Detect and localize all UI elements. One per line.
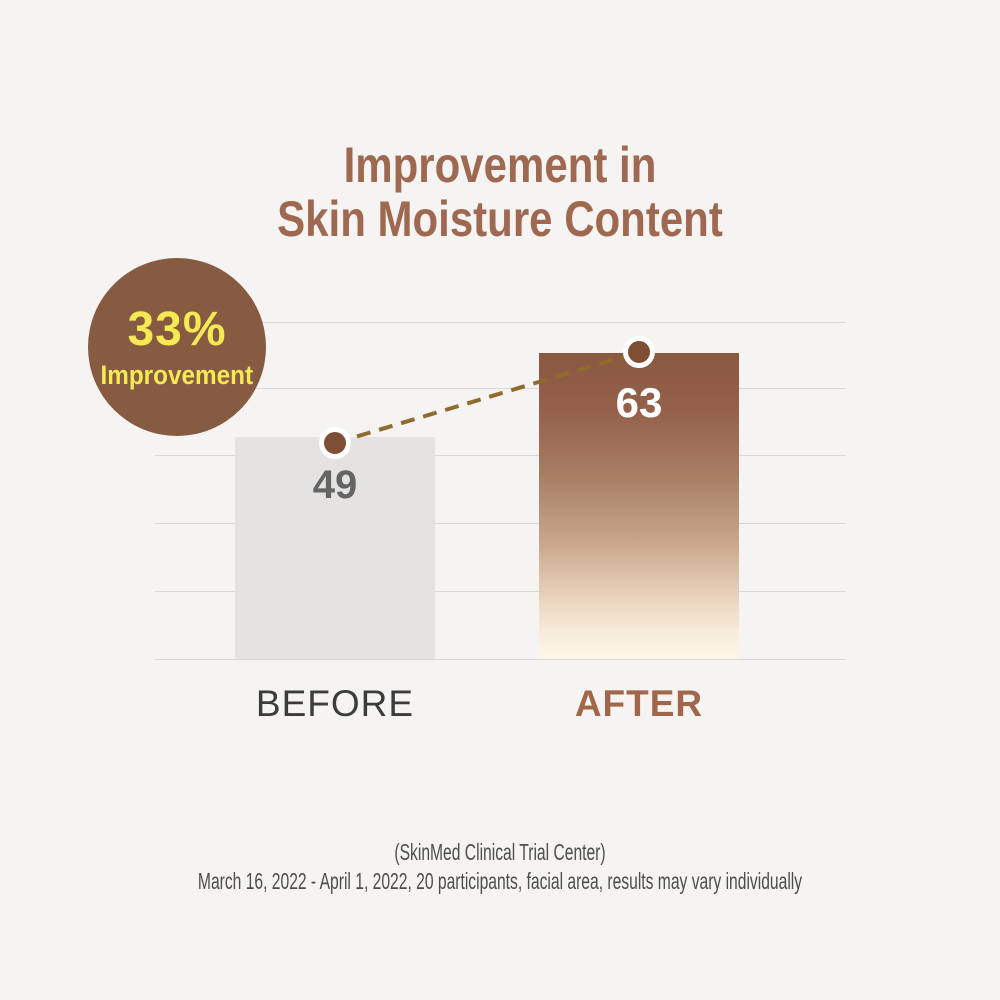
after-value: 63 bbox=[615, 379, 663, 426]
footer-details: March 16, 2022 - April 1, 2022, 20 parti… bbox=[197, 868, 803, 894]
before-label: BEFORE bbox=[255, 683, 415, 724]
gridline bbox=[155, 659, 846, 660]
before-value: 49 bbox=[312, 463, 358, 507]
badge-percent: 33% bbox=[127, 302, 227, 356]
title-line-2: Skin Moisture Content bbox=[277, 191, 723, 247]
gridline bbox=[155, 455, 846, 456]
before-marker-dot-icon bbox=[319, 427, 351, 459]
gridline bbox=[155, 322, 846, 323]
after-marker-dot-icon bbox=[623, 336, 655, 368]
gridline bbox=[155, 523, 846, 524]
badge-improvement-label: Improvement bbox=[100, 359, 254, 390]
page-title: Improvement in Skin Moisture Content bbox=[80, 138, 920, 246]
improvement-badge: 33% Improvement bbox=[88, 258, 266, 436]
after-label: AFTER bbox=[574, 683, 704, 724]
footer-source: (SkinMed Clinical Trial Center) bbox=[394, 839, 606, 865]
title-line-1: Improvement in bbox=[343, 137, 657, 193]
gridline bbox=[155, 591, 846, 592]
gridline bbox=[155, 388, 846, 389]
bar-before bbox=[235, 437, 435, 659]
